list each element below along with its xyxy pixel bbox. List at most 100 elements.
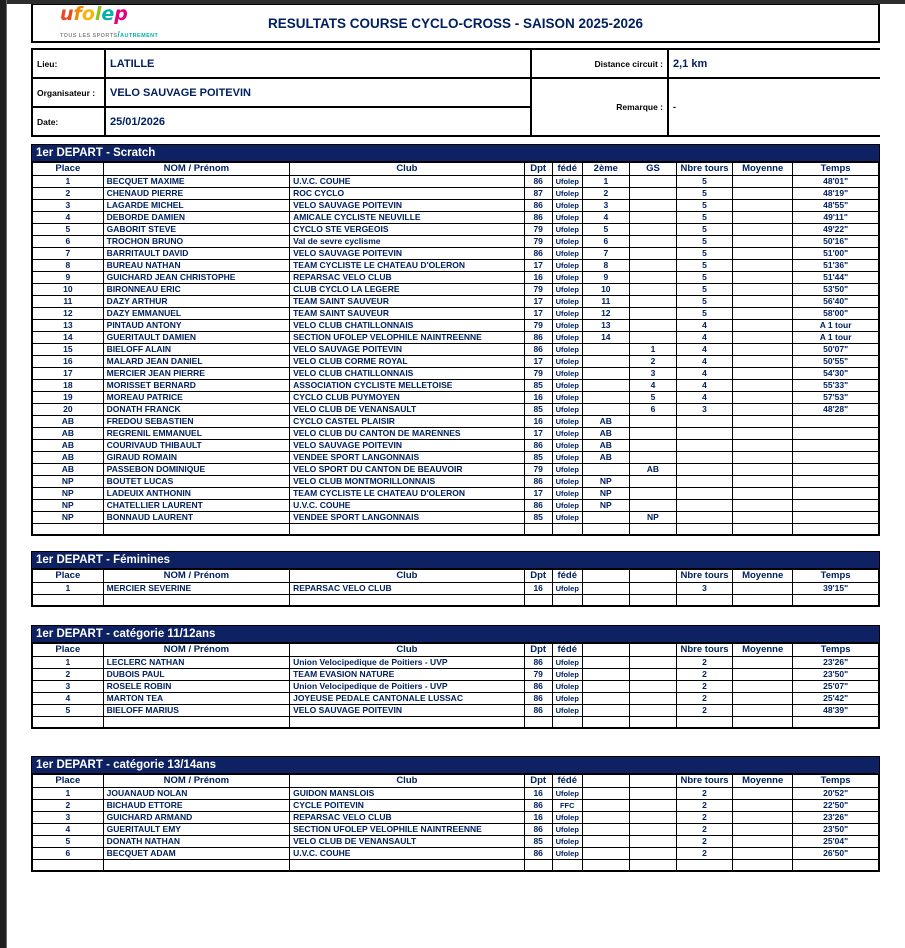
- cell: AB: [628, 462, 677, 476]
- table-row: 20 DONATH FRANCK VELO CLUB DE VENANSAULT 85…: [31, 402, 880, 416]
- cell: 6: [628, 402, 677, 416]
- cell: 25'42": [792, 691, 880, 705]
- cell: 5: [581, 222, 630, 236]
- cell: [581, 655, 630, 669]
- cell: [732, 655, 794, 669]
- column-header: Club: [289, 773, 525, 788]
- cell: [628, 306, 677, 320]
- cell: 1: [31, 655, 104, 669]
- cell: COURIVAUD THIBAULT: [102, 438, 291, 452]
- cell: NP: [581, 474, 630, 488]
- cell: 16: [31, 354, 104, 368]
- cell: 86: [523, 798, 553, 812]
- cell: NP: [31, 486, 104, 500]
- cell: [628, 330, 677, 344]
- organisateur-label: Organisateur :: [33, 79, 104, 106]
- organisateur-value: VELO SAUVAGE POITEVIN: [106, 79, 530, 106]
- tagline-slash-icon: /: [117, 30, 121, 39]
- cell: [581, 834, 630, 848]
- cell: [675, 450, 734, 464]
- column-header: Temps: [792, 161, 880, 176]
- cell: VELO SAUVAGE POITEVIN: [289, 438, 525, 452]
- cell: 5: [675, 174, 734, 188]
- cell: [732, 282, 794, 296]
- cell: A 1 tour: [792, 318, 880, 332]
- cell: 16: [523, 786, 553, 800]
- section-title-scratch: 1er DEPART - Scratch: [31, 144, 880, 161]
- cell: [675, 438, 734, 452]
- cell: Val de sevre cyclisme: [289, 234, 525, 248]
- cell: MERCIER JEAN PIERRE: [102, 366, 291, 380]
- cell: [628, 703, 677, 717]
- document-header: RESULTATS COURSE CYCLO-CROSS - SAISON 20…: [31, 3, 880, 43]
- cell: [732, 498, 794, 512]
- cell: CYCLO CLUB PUYMOYEN: [289, 390, 525, 404]
- cell: [732, 354, 794, 368]
- cell: 9: [31, 270, 104, 284]
- window-top-edge: [0, 0, 905, 4]
- cell: NP: [31, 498, 104, 512]
- cell: 86: [523, 655, 553, 669]
- cell: [628, 798, 677, 812]
- table-row: NP BONNAUD LAURENT VENDEE SPORT LANGONNAIS…: [31, 510, 880, 524]
- cell: CYCLO CASTEL PLAISIR: [289, 414, 525, 428]
- cell: 5: [675, 270, 734, 284]
- cell: [732, 846, 794, 860]
- cell: [581, 510, 630, 524]
- cell: Ufolep: [551, 667, 583, 681]
- cell: [732, 402, 794, 416]
- cell: 2: [675, 846, 734, 860]
- cell: MERCIER SEVERINE: [102, 581, 291, 595]
- remarque-label: Remarque :: [532, 79, 667, 135]
- tagline-left: TOUS LES SPORTS: [60, 33, 118, 39]
- cell: [732, 438, 794, 452]
- cell: 79: [523, 222, 553, 236]
- cell: 5: [31, 703, 104, 717]
- cell: [628, 834, 677, 848]
- cell: REPARSAC VELO CLUB: [289, 581, 525, 595]
- cell: TEAM CYCLISTE LE CHATEAU D'OLERON: [289, 486, 525, 500]
- cell: [628, 593, 677, 607]
- table-row: 3 LAGARDE MICHEL VELO SAUVAGE POITEVIN 86 Uf…: [31, 198, 880, 212]
- cell: JOUANAUD NOLAN: [102, 786, 291, 800]
- column-header: Nbre tours: [675, 568, 734, 583]
- column-header: Club: [289, 568, 525, 583]
- cell: [732, 822, 794, 836]
- cell: 13: [581, 318, 630, 332]
- cell: [732, 834, 794, 848]
- cell: [792, 522, 880, 536]
- column-header: Moyenne: [732, 773, 794, 788]
- table-row: 5 GABORIT STEVE CYCLO STE VERGEOIS 79 Ufolep…: [31, 222, 880, 236]
- distance-label: Distance circuit :: [532, 50, 667, 77]
- column-header: Temps: [792, 773, 880, 788]
- cell: [792, 510, 880, 524]
- table-row: 1 JOUANAUD NOLAN GUIDON MANSLOIS 16 Ufolep 2 2…: [31, 786, 880, 800]
- cell: AB: [31, 462, 104, 476]
- cell: [675, 510, 734, 524]
- cell: [628, 655, 677, 669]
- logo-letter: u: [60, 3, 74, 25]
- table-row: 13 PINTAUD ANTONY VELO CLUB CHATILLONNAIS 7…: [31, 318, 880, 332]
- table-row: 16 MALARD JEAN DANIEL VELO CLUB CORME ROYA…: [31, 354, 880, 368]
- cell: [31, 715, 104, 729]
- column-header: Dpt: [523, 568, 553, 583]
- cell: 2: [675, 691, 734, 705]
- cell: 79: [523, 366, 553, 380]
- cell: DUBOIS PAUL: [102, 667, 291, 681]
- cell: 2: [581, 186, 630, 200]
- cell: 14: [31, 330, 104, 344]
- cell: AB: [31, 450, 104, 464]
- cell: 86: [523, 846, 553, 860]
- cell: GUERITAULT EMY: [102, 822, 291, 836]
- column-header: [581, 642, 630, 657]
- section-13-14ans: 1er DEPART - catégorie 13/14ans Place NOM…: [31, 756, 880, 872]
- cell: Ufolep: [551, 474, 583, 488]
- cell: Ufolep: [551, 234, 583, 248]
- cell: Ufolep: [551, 679, 583, 693]
- column-header: Nbre tours: [675, 161, 734, 176]
- cell: 53'50": [792, 282, 880, 296]
- cell: 16: [523, 581, 553, 595]
- table-row: 2 BICHAUD ETTORE CYCLE POITEVIN 86 FFC 2 22'50…: [31, 798, 880, 812]
- cell: [628, 858, 677, 872]
- cell: 1: [31, 786, 104, 800]
